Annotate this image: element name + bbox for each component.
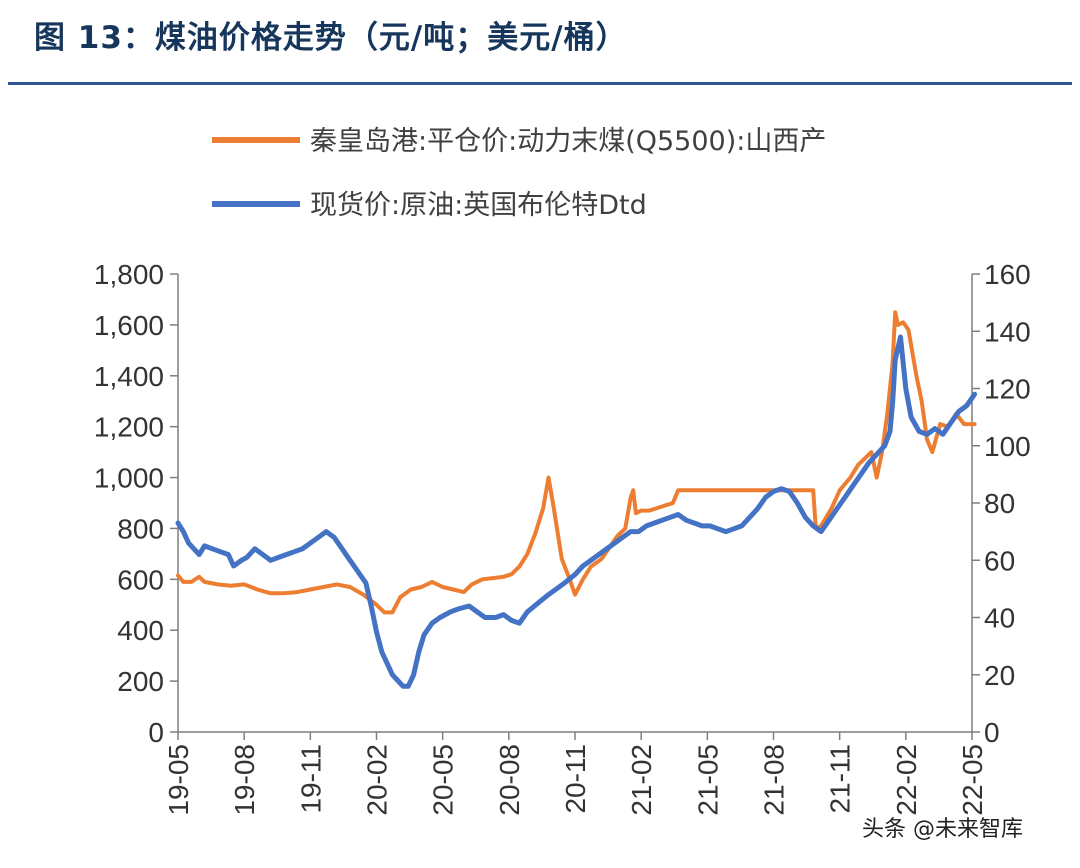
x-tick-label: 21-11 [825,744,856,814]
y-left-tick-label: 400 [117,615,164,646]
axes: 02004006008001,0001,2001,4001,6001,80002… [94,259,1031,816]
y-right-tick-label: 0 [984,717,1000,748]
y-right-tick-label: 100 [984,431,1031,462]
y-left-tick-label: 600 [117,564,164,595]
y-left-tick-label: 1,400 [94,361,164,392]
y-right-tick-label: 120 [984,374,1031,405]
y-right-tick-label: 60 [984,545,1015,576]
y-left-tick-label: 1,200 [94,412,164,443]
y-right-tick-label: 80 [984,488,1015,519]
x-tick-label: 21-05 [692,744,723,816]
x-tick-label: 20-05 [428,744,459,816]
x-tick-label: 20-02 [362,744,393,816]
legend-label-oil: 现货价:原油:英国布伦特Dtd [310,190,647,221]
series-group [175,310,978,689]
y-right-tick-label: 160 [984,259,1031,290]
legend-label-coal: 秦皇岛港:平仓价:动力末煤(Q5500):山西产 [310,126,826,157]
y-right-tick-label: 20 [984,660,1015,691]
y-right-tick-label: 40 [984,603,1015,634]
y-left-tick-label: 1,600 [94,310,164,341]
legend: 秦皇岛港:平仓价:动力末煤(Q5500):山西产 现货价:原油:英国布伦特Dtd [212,126,826,221]
series-line-oil [175,334,978,689]
x-tick-label: 22-02 [891,744,922,816]
y-left-tick-label: 200 [117,666,164,697]
page-title: 图 13：煤油价格走势（元/吨；美元/桶） [34,20,628,56]
y-left-tick-label: 0 [148,717,164,748]
x-tick-label: 19-05 [163,744,194,816]
x-tick-label: 21-08 [759,744,790,816]
title-divider [8,82,1072,85]
x-tick-label: 20-08 [494,744,525,816]
x-tick-label: 19-11 [295,744,326,814]
y-right-tick-label: 140 [984,316,1031,347]
series-line-coal [176,310,977,615]
y-left-tick-label: 1,800 [94,259,164,290]
y-left-tick-label: 800 [117,513,164,544]
x-tick-label: 22-05 [957,744,988,816]
x-tick-label: 19-08 [229,744,260,816]
y-left-tick-label: 1,000 [94,463,164,494]
x-tick-label: 21-02 [626,744,657,816]
x-tick-label: 20-11 [560,744,591,814]
watermark: 头条 @未来智库 [862,817,1023,842]
